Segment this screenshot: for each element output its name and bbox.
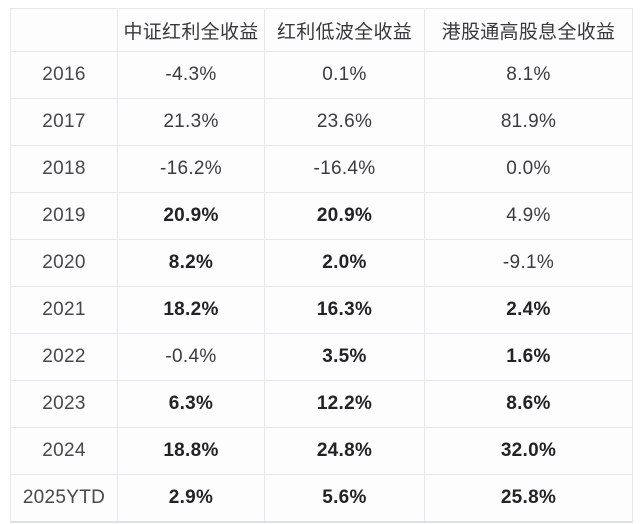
corner-cell: [10, 8, 118, 52]
table-row: 2021 18.2% 16.3% 2.4%: [10, 286, 633, 334]
value-cell: 16.3%: [264, 286, 425, 334]
table-row: 2017 21.3% 23.6% 81.9%: [10, 98, 633, 146]
value-cell: 23.6%: [264, 98, 425, 146]
value-cell: 6.3%: [117, 380, 265, 428]
table-row: 2018 -16.2% -16.4% 0.0%: [10, 145, 633, 193]
table-row: 2020 8.2% 2.0% -9.1%: [10, 239, 633, 287]
year-cell: 2018: [10, 145, 118, 193]
value-cell: 18.2%: [117, 286, 265, 334]
value-cell: 0.1%: [264, 51, 425, 99]
year-cell: 2023: [10, 380, 118, 428]
table-row: 2025YTD 2.9% 5.6% 25.8%: [10, 474, 633, 523]
value-cell: 20.9%: [117, 192, 265, 240]
column-header: 中证红利全收益: [117, 8, 265, 52]
year-cell: 2022: [10, 333, 118, 381]
value-cell: 4.9%: [424, 192, 633, 240]
table-header: 中证红利全收益 红利低波全收益 港股通高股息全收益: [10, 8, 633, 52]
year-cell: 2025YTD: [10, 474, 118, 523]
value-cell: 2.4%: [424, 286, 633, 334]
value-cell: 1.6%: [424, 333, 633, 381]
value-cell: 8.6%: [424, 380, 633, 428]
value-cell: 20.9%: [264, 192, 425, 240]
value-cell: 32.0%: [424, 427, 633, 475]
value-cell: -9.1%: [424, 239, 633, 287]
value-cell: 2.0%: [264, 239, 425, 287]
value-cell: 0.0%: [424, 145, 633, 193]
value-cell: 5.6%: [264, 474, 425, 523]
value-cell: 8.1%: [424, 51, 633, 99]
table-row: 2023 6.3% 12.2% 8.6%: [10, 380, 633, 428]
value-cell: -0.4%: [117, 333, 265, 381]
value-cell: 81.9%: [424, 98, 633, 146]
value-cell: 25.8%: [424, 474, 633, 523]
value-cell: 2.9%: [117, 474, 265, 523]
year-cell: 2024: [10, 427, 118, 475]
value-cell: 18.8%: [117, 427, 265, 475]
year-cell: 2021: [10, 286, 118, 334]
value-cell: -4.3%: [117, 51, 265, 99]
header-row: 中证红利全收益 红利低波全收益 港股通高股息全收益: [10, 8, 633, 52]
value-cell: 12.2%: [264, 380, 425, 428]
table-body: 2016 -4.3% 0.1% 8.1% 2017 21.3% 23.6% 81.9% 2018…: [10, 51, 633, 523]
value-cell: -16.2%: [117, 145, 265, 193]
value-cell: 24.8%: [264, 427, 425, 475]
column-header: 港股通高股息全收益: [424, 8, 633, 52]
year-cell: 2020: [10, 239, 118, 287]
column-header: 红利低波全收益: [264, 8, 425, 52]
table-row: 2016 -4.3% 0.1% 8.1%: [10, 51, 633, 99]
value-cell: 8.2%: [117, 239, 265, 287]
value-cell: 21.3%: [117, 98, 265, 146]
year-cell: 2017: [10, 98, 118, 146]
table-row: 2024 18.8% 24.8% 32.0%: [10, 427, 633, 475]
year-cell: 2019: [10, 192, 118, 240]
value-cell: 3.5%: [264, 333, 425, 381]
table-row: 2022 -0.4% 3.5% 1.6%: [10, 333, 633, 381]
year-cell: 2016: [10, 51, 118, 99]
returns-table: 中证红利全收益 红利低波全收益 港股通高股息全收益 2016 -4.3% 0.1% 8.1…: [10, 8, 633, 523]
value-cell: -16.4%: [264, 145, 425, 193]
table-row: 2019 20.9% 20.9% 4.9%: [10, 192, 633, 240]
